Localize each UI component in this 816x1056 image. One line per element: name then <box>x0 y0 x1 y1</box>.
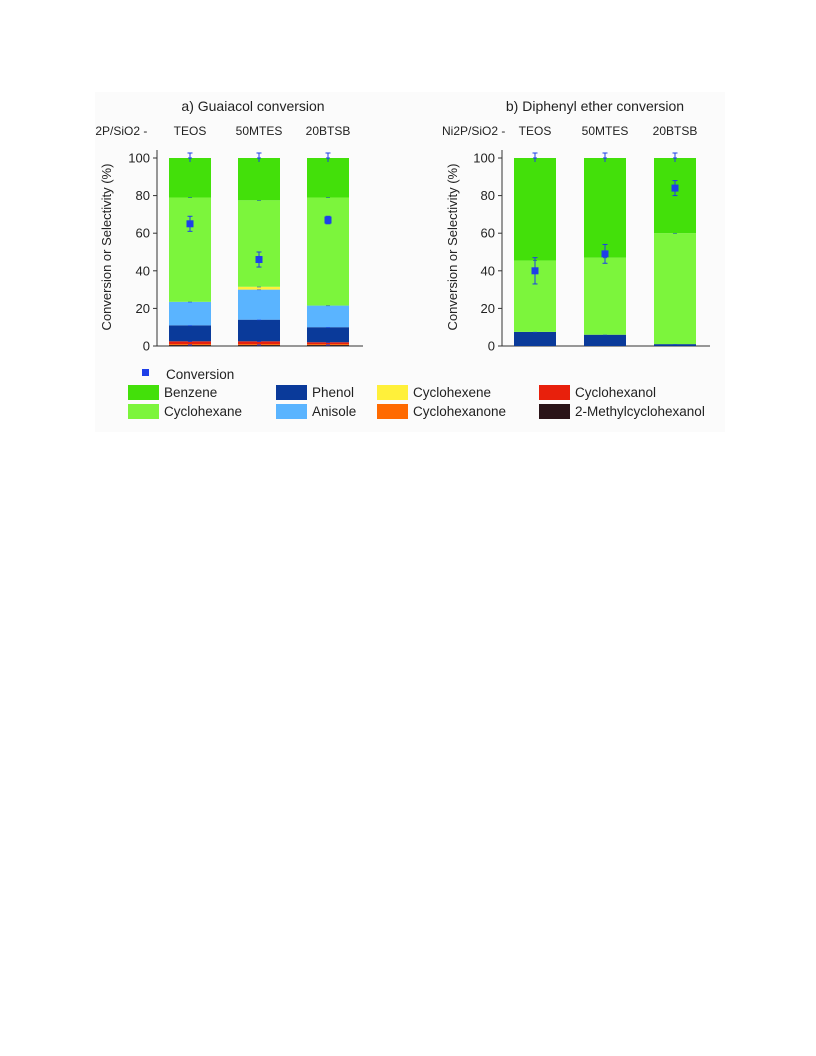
panel-a-bar-segment-benzene <box>238 158 280 201</box>
panel-a-bar-segment-cyclohexanol <box>238 341 280 345</box>
plot-layer: 0 20 40 60 80 100 TEOS 50MTES 20BTSB 0 20 40 60 80 100… <box>128 124 710 354</box>
panel-b-conversion-point <box>531 267 539 275</box>
legend-conversion-label: Conversion <box>166 367 234 382</box>
panel-b-bar-segment-phenol <box>514 331 556 346</box>
panel-b-y-tick-label: 80 <box>481 188 495 203</box>
legend-label: Cyclohexene <box>413 385 491 400</box>
panel-a-bar-segment-cyclohexanol <box>307 342 349 345</box>
panel-a-bar-segment-cyclohexane <box>307 197 349 306</box>
panel-a-category-label: 20BTSB <box>306 124 351 138</box>
panel-a-bar-segment-cyclohexene <box>238 286 280 290</box>
panel-a-category-header: Ni2P/SiO2 - <box>95 124 147 138</box>
panel-b-category-label: TEOS <box>519 124 552 138</box>
panel-a-y-tick-label: 60 <box>136 226 150 241</box>
panel-a-bar-segment-anisole <box>238 289 280 320</box>
panel-a-bar-segment-phenol <box>307 327 349 343</box>
panel-b-y-tick-label: 20 <box>481 301 495 316</box>
panel-b-category-label: 20BTSB <box>653 124 698 138</box>
legend-swatch <box>276 385 307 400</box>
panel-b-bar-segment-cyclohexane <box>654 233 696 345</box>
legend-swatch <box>377 404 408 419</box>
legend-label: Benzene <box>164 385 217 400</box>
legend-swatch <box>276 404 307 419</box>
panel-a-y-axis-label: Conversion or Selectivity (%) <box>99 164 114 331</box>
figure: a) Guaiacol conversion Ni2P/SiO2 - Conve… <box>95 92 725 432</box>
panel-a-bar-segment-phenol <box>169 325 211 342</box>
panel-b-y-tick-label: 0 <box>488 339 495 354</box>
panel-b-bar-segment-phenol <box>654 344 696 346</box>
legend-swatch <box>377 385 408 400</box>
panel-a-y-tick-label: 80 <box>136 188 150 203</box>
panel-b-y-tick-label: 100 <box>473 151 495 166</box>
legend-conversion-marker <box>142 369 149 376</box>
legend-label: Anisole <box>312 404 356 419</box>
panel-a-category-label: 50MTES <box>236 124 283 138</box>
panel-a-bar-segment-cyclohexane <box>169 197 211 302</box>
legend-swatch <box>539 404 570 419</box>
panel-a-y-tick-label: 100 <box>128 151 150 166</box>
chart-svg: a) Guaiacol conversion Ni2P/SiO2 - Conve… <box>95 98 710 419</box>
panel-b-title: b) Diphenyl ether conversion <box>506 98 684 114</box>
panel-b-bar-segment-benzene <box>584 158 626 258</box>
panel-b-bar-segment-benzene <box>514 158 556 261</box>
panel-b-y-axis-label: Conversion or Selectivity (%) <box>445 164 460 331</box>
panel-a-conversion-point <box>255 256 263 264</box>
panel-a-bar-segment-anisole <box>307 305 349 328</box>
panel-b-category-label: 50MTES <box>582 124 629 138</box>
panel-a-category-label: TEOS <box>174 124 207 138</box>
panel-b-bar-segment-cyclohexane <box>584 257 626 335</box>
panel-b-conversion-point <box>671 184 679 192</box>
panel-b-conversion-point <box>601 250 609 258</box>
panel-b-y-tick-label: 60 <box>481 226 495 241</box>
legend-swatch <box>128 404 159 419</box>
legend-label: Phenol <box>312 385 354 400</box>
panel-a-conversion-point <box>324 216 332 224</box>
legend: Conversion Benzene Phenol Cyclohexene Cycloh… <box>128 367 705 419</box>
legend-label: Cyclohexanol <box>575 385 656 400</box>
legend-swatch <box>539 385 570 400</box>
panel-a-y-tick-label: 0 <box>143 339 150 354</box>
panel-a-bar-segment-phenol <box>238 319 280 342</box>
panel-a-bar-segment-benzene <box>169 158 211 198</box>
panel-b-bar-segment-phenol <box>584 334 626 346</box>
legend-label: Cyclohexanone <box>413 404 506 419</box>
legend-swatch <box>128 385 159 400</box>
panel-b-y-tick-label: 40 <box>481 263 495 278</box>
panel-a-bar-segment-cyclohexanol <box>169 341 211 345</box>
legend-label: 2-Methylcyclohexanol <box>575 404 705 419</box>
panel-a-conversion-point <box>186 220 194 228</box>
panel-a-bar-segment-cyclohexane <box>238 200 280 287</box>
panel-a-y-tick-label: 20 <box>136 301 150 316</box>
legend-label: Cyclohexane <box>164 404 242 419</box>
panel-a-title: a) Guaiacol conversion <box>181 98 324 114</box>
panel-a-bar-segment-benzene <box>307 158 349 198</box>
panel-a-bar-segment-anisole <box>169 301 211 326</box>
panel-b-category-header: Ni2P/SiO2 - <box>442 124 505 138</box>
panel-a-y-tick-label: 40 <box>136 263 150 278</box>
